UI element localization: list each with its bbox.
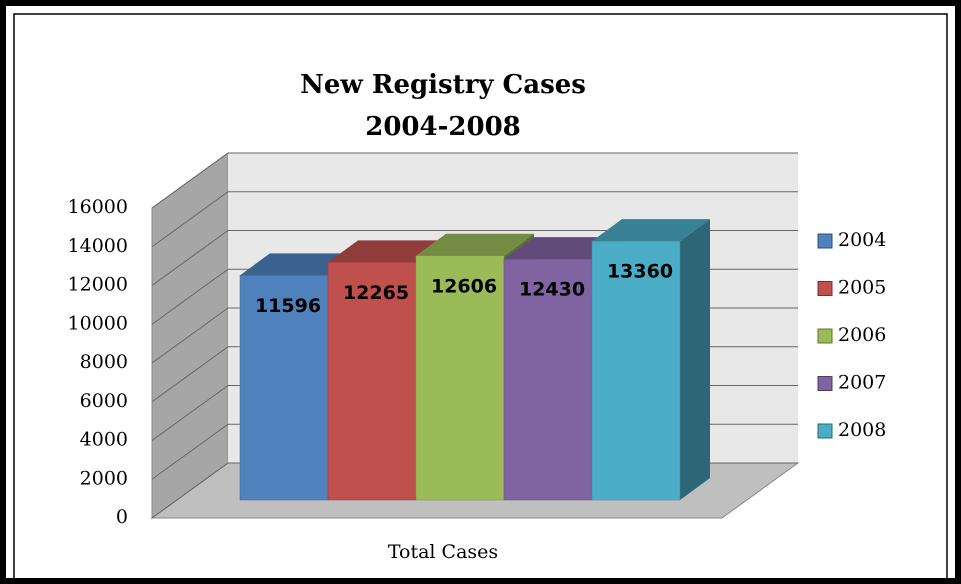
grid-line xyxy=(151,268,229,325)
bar xyxy=(415,255,505,501)
data-label: 13360 xyxy=(607,261,673,283)
grid-line xyxy=(151,423,229,480)
y-tick-label: 0 xyxy=(116,506,128,528)
legend-swatch xyxy=(817,376,833,391)
legend-swatch xyxy=(817,233,833,249)
legend-label: 2006 xyxy=(838,324,886,346)
legend-label: 2005 xyxy=(838,277,886,299)
legend-swatch xyxy=(817,328,833,344)
bar-top xyxy=(416,233,534,256)
grid-line xyxy=(151,462,229,519)
data-label: 11596 xyxy=(255,295,321,317)
y-tick-label: 16000 xyxy=(68,196,128,218)
legend-label: 2008 xyxy=(838,419,886,441)
bar-top xyxy=(592,219,710,242)
grid-line xyxy=(151,346,229,403)
grid-line xyxy=(151,152,229,209)
chart-subtitle: 2004-2008 xyxy=(365,112,521,142)
bar xyxy=(327,262,417,501)
legend-label: 2007 xyxy=(838,372,886,394)
bar xyxy=(239,275,329,501)
y-tick-label: 4000 xyxy=(80,429,128,451)
legend-swatch xyxy=(817,423,833,439)
x-tick-label: Total Cases xyxy=(388,541,498,563)
y-tick-label: 12000 xyxy=(68,274,128,296)
legend-label: 2004 xyxy=(838,229,886,251)
grid-line xyxy=(151,385,229,441)
inner-border xyxy=(13,13,948,584)
bar-side xyxy=(680,219,710,500)
grid-line xyxy=(151,307,229,364)
legend-swatch xyxy=(817,281,833,296)
y-tick-label: 2000 xyxy=(80,467,128,489)
chart-title: New Registry Cases xyxy=(300,70,586,100)
y-tick-label: 14000 xyxy=(68,235,128,257)
bar xyxy=(503,258,593,501)
y-tick-label: 8000 xyxy=(80,351,128,373)
y-tick-label: 10000 xyxy=(68,312,128,334)
data-label: 12606 xyxy=(431,275,497,297)
grid-line xyxy=(151,230,229,286)
y-tick-label: 6000 xyxy=(80,390,128,412)
data-label: 12430 xyxy=(519,279,585,301)
grid-line xyxy=(151,191,229,248)
data-label: 12265 xyxy=(343,282,409,304)
bar xyxy=(591,240,681,501)
